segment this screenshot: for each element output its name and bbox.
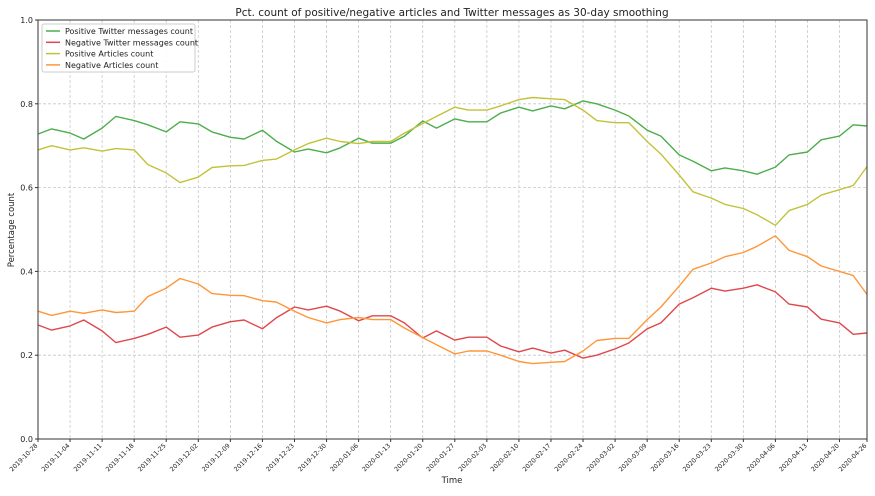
x-axis: 2019-10-28 2019-11-04 2019-11-11 2019-11-18… [9,439,869,473]
x-tick-label: 2020-02-24 [554,442,585,473]
x-tick-label: 2020-03-30 [714,442,745,473]
legend-label: Negative Twitter messages count [65,38,198,47]
x-tick-label: 2020-02-10 [489,442,520,473]
series-line-4 [37,235,868,365]
x-tick-label: 2019-12-30 [297,442,328,473]
grid [37,19,868,440]
x-tick-label: 2019-11-11 [73,442,104,473]
x-tick-label: 2020-01-27 [425,442,456,473]
series-line-1 [37,100,868,175]
x-tick-label: 2020-02-17 [522,442,553,473]
y-tick-label: 0.8 [20,100,33,109]
x-tick-label: 2019-10-28 [9,442,40,473]
legend-label: Negative Articles count [65,61,158,70]
x-tick-label: 2020-01-13 [361,442,392,473]
x-tick-label: 2020-03-02 [586,442,617,473]
y-axis: 0.0 0.2 0.4 0.6 0.8 1.0 [20,16,38,444]
y-axis-label: Percentage count [7,192,17,267]
y-tick-label: 0.4 [20,267,33,276]
x-tick-label: 2020-03-23 [682,442,713,473]
x-tick-label: 2020-01-20 [393,442,424,473]
x-tick-label: 2019-12-16 [233,442,264,473]
x-tick-label: 2020-03-09 [618,442,649,473]
series-lines [37,96,868,365]
x-tick-label: 2019-12-02 [169,442,200,473]
x-axis-label: Time [441,476,463,486]
chart-title: Pct. count of positive/negative articles… [235,7,668,19]
plot-frame [37,19,868,440]
y-tick-label: 0.0 [20,435,33,444]
legend: Positive Twitter messages count Negative … [41,23,198,73]
series-line-3 [37,96,868,227]
y-tick-label: 1.0 [20,16,33,25]
legend-label: Positive Articles count [65,50,153,59]
legend-label: Positive Twitter messages count [65,27,193,36]
x-tick-label: 2020-02-03 [457,442,488,473]
y-tick-label: 0.6 [20,184,33,193]
x-tick-label: 2019-11-18 [105,442,136,473]
x-tick-label: 2019-11-04 [41,442,72,473]
x-tick-label: 2020-04-13 [778,442,809,473]
x-tick-label: 2020-04-26 [838,442,869,473]
x-tick-label: 2019-12-09 [201,442,232,473]
x-tick-label: 2020-03-16 [650,442,681,473]
y-tick-label: 0.2 [20,351,33,360]
legend-box [41,23,196,73]
x-tick-label: 2020-04-20 [810,442,841,473]
series-line-2 [37,284,868,359]
x-tick-label: 2020-04-06 [746,442,777,473]
x-tick-label: 2019-11-25 [137,442,168,473]
x-tick-label: 2020-01-06 [329,442,360,473]
x-tick-label: 2019-12-23 [265,442,296,473]
